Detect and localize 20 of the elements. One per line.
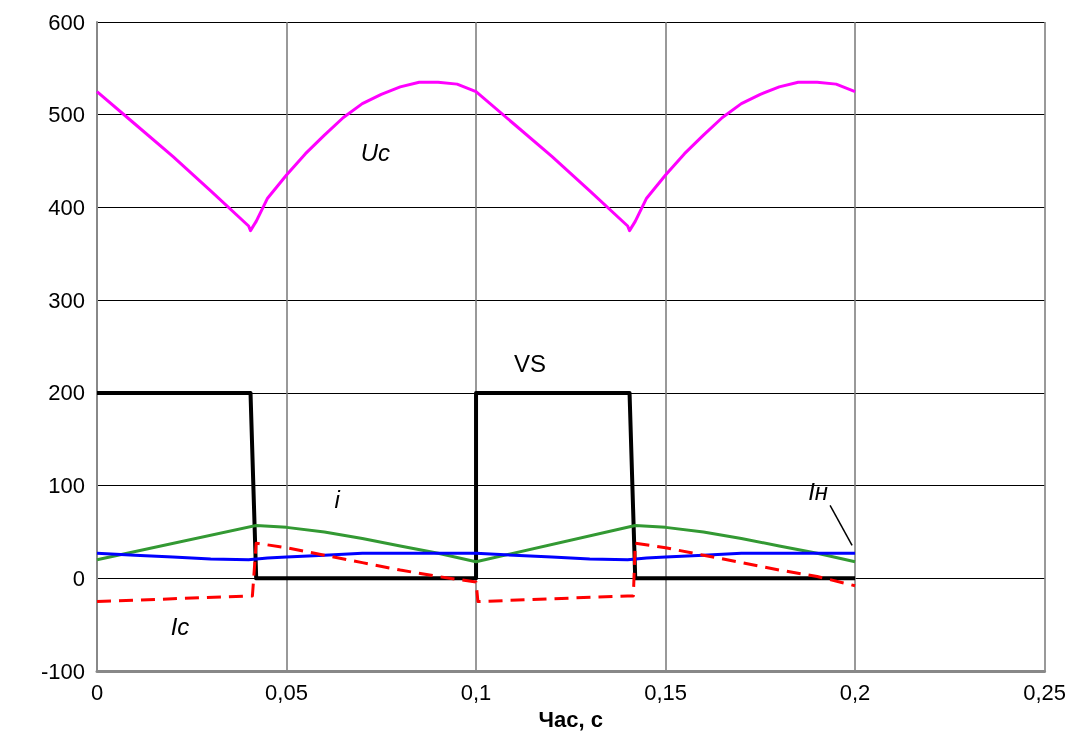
- series-label: i: [334, 486, 341, 514]
- y-tick-label: 400: [48, 194, 85, 220]
- y-tick-label: 500: [48, 102, 85, 128]
- series-label: Ic: [170, 613, 190, 641]
- x-tick-label: 0,25: [1023, 679, 1066, 705]
- x-tick-label: 0,2: [839, 679, 871, 705]
- y-tick-label: -100: [40, 658, 85, 684]
- y-tick-label: 600: [48, 9, 85, 35]
- x-tick-label: 0,05: [265, 679, 308, 705]
- x-tick-label: 0,15: [644, 679, 687, 705]
- series-label: VS: [514, 350, 547, 378]
- x-tick-label: 0: [90, 679, 104, 705]
- y-tick-label: 300: [48, 287, 85, 313]
- y-tick-label: 200: [48, 380, 85, 406]
- series-label: Uc: [360, 139, 391, 167]
- text: Iн: [808, 477, 829, 505]
- y-tick-label: 0: [72, 565, 85, 591]
- x-tick-label: 0,1: [460, 679, 492, 705]
- y-tick-label: 100: [48, 473, 85, 499]
- x-axis-title: Час, с: [538, 706, 603, 732]
